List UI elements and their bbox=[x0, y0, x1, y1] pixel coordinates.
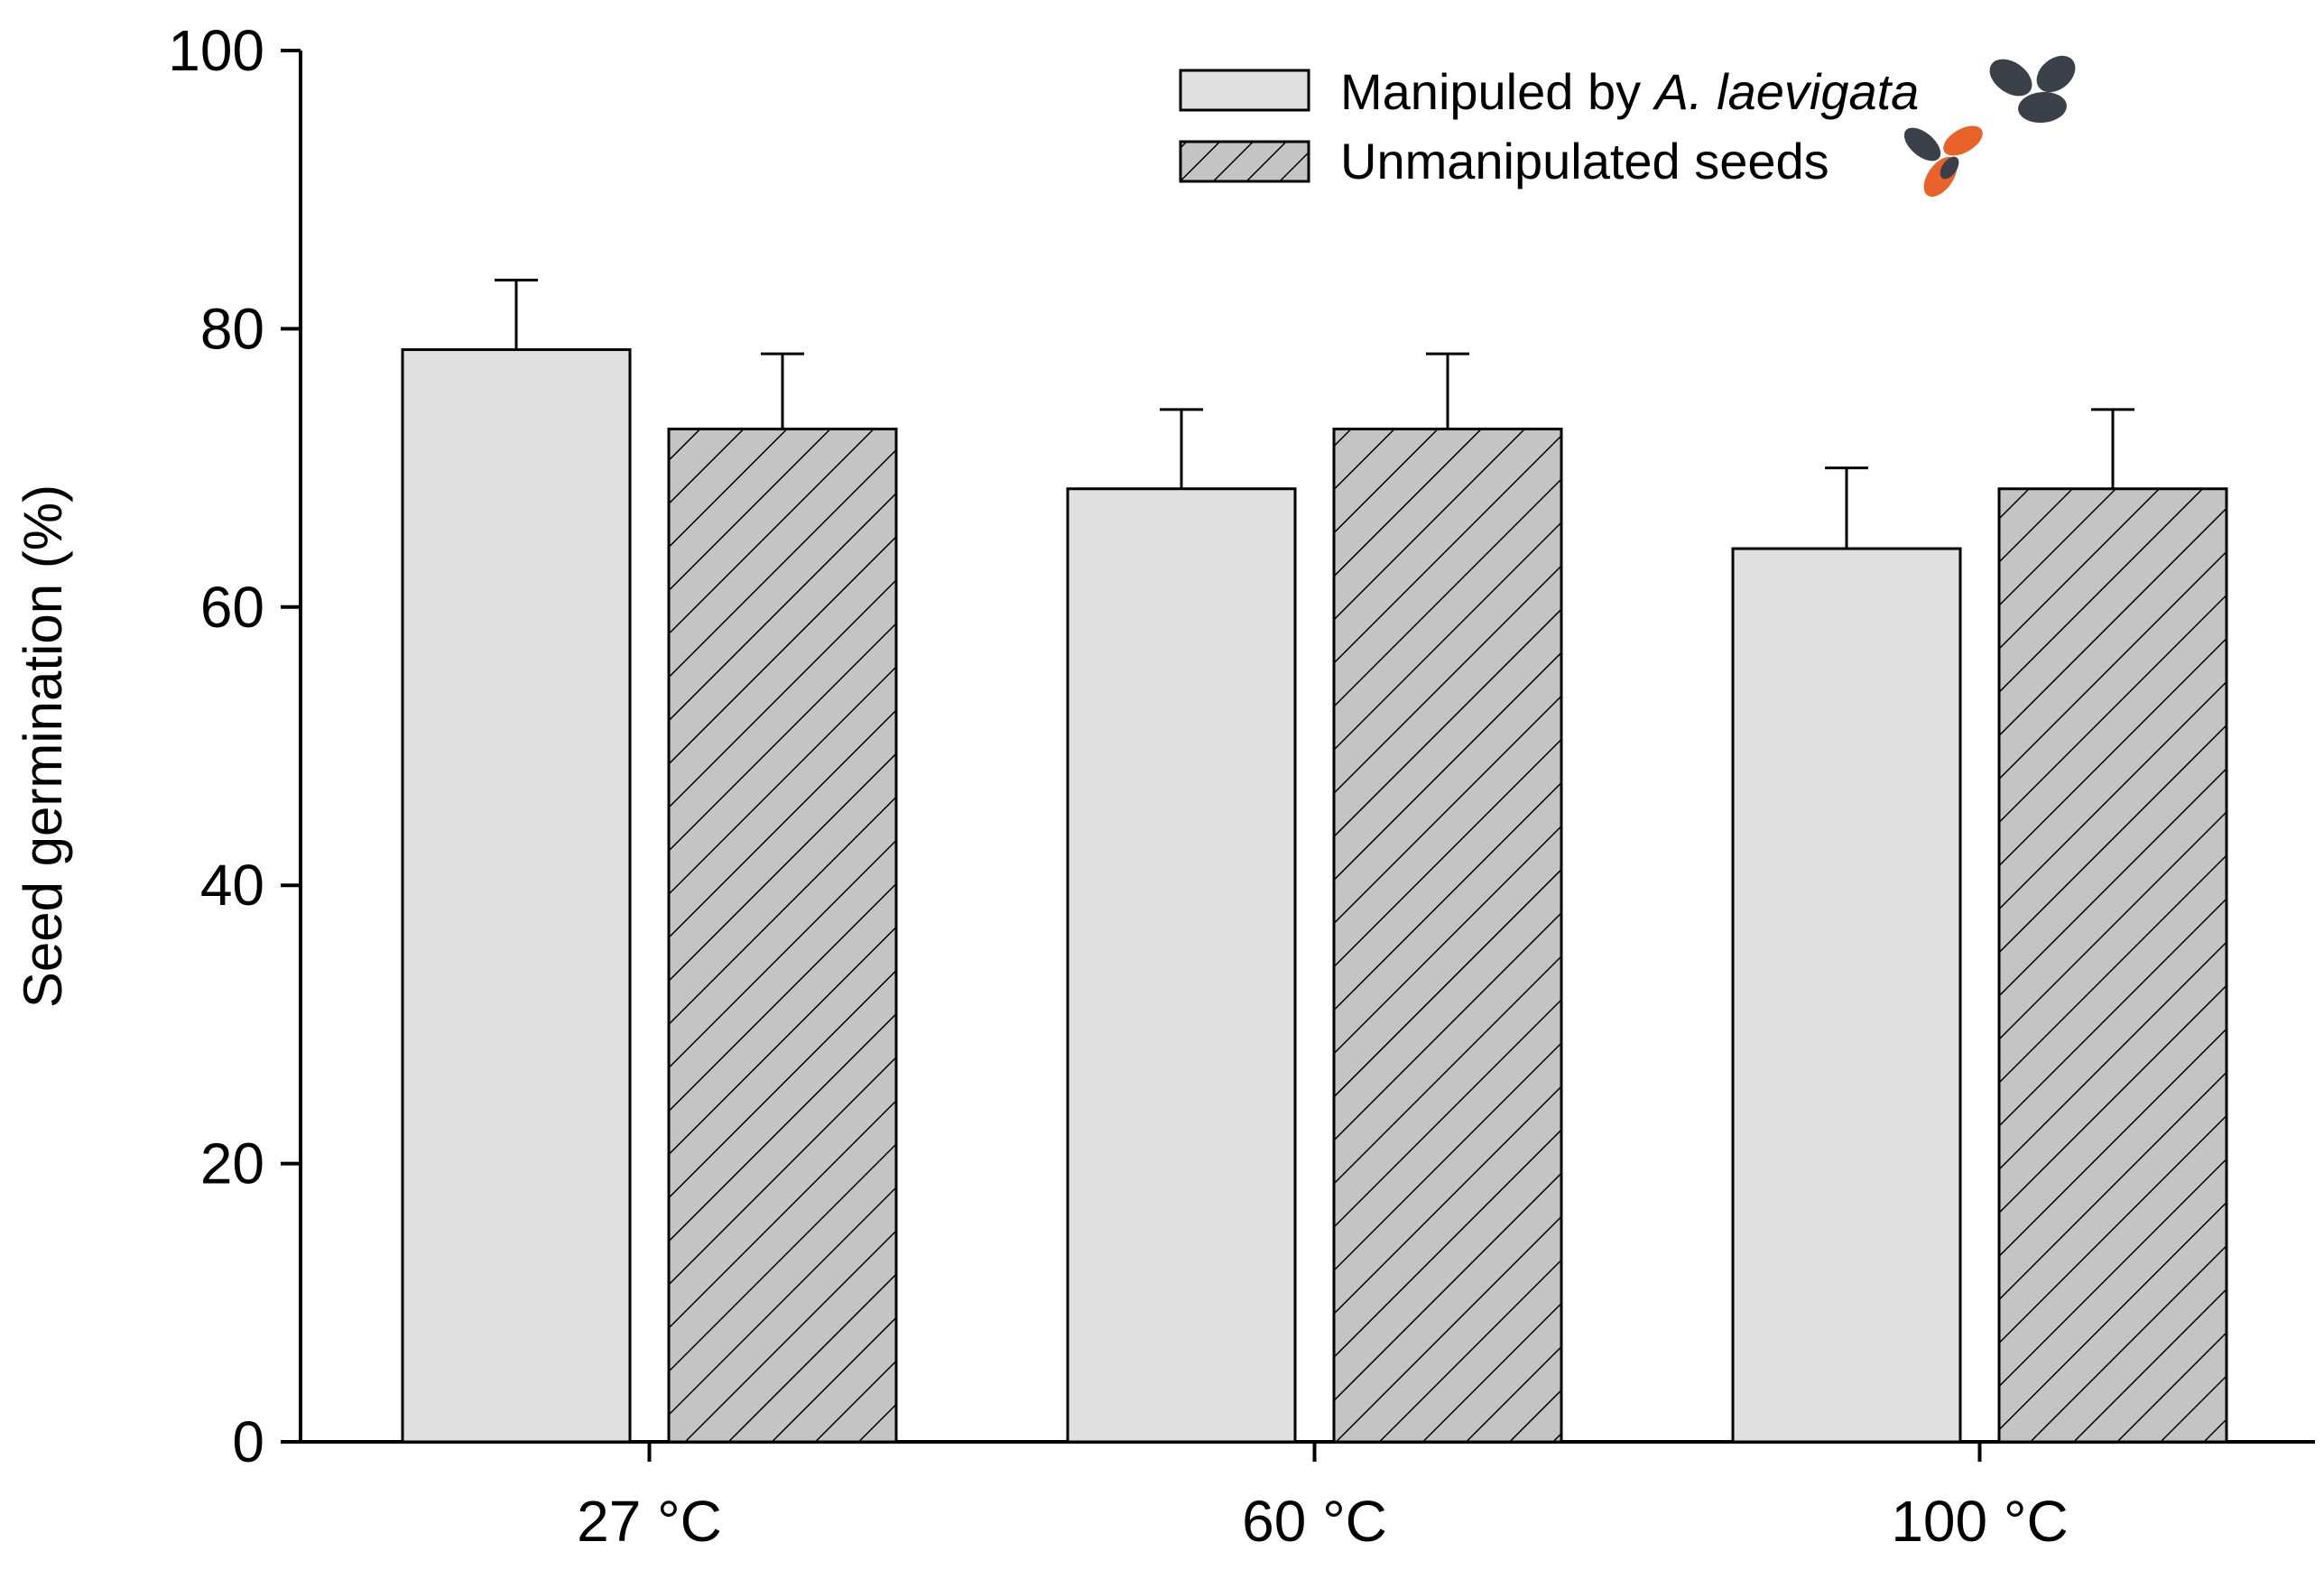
x-tick-label: 100 °C bbox=[1891, 1489, 2068, 1554]
y-tick-label: 100 bbox=[168, 18, 264, 83]
bar bbox=[1731, 547, 1962, 1444]
orange-seeds-icon bbox=[1903, 125, 1983, 197]
y-tick-label: 40 bbox=[200, 853, 264, 918]
bar bbox=[1332, 427, 1563, 1444]
y-tick-label: 20 bbox=[200, 1131, 264, 1196]
bar bbox=[401, 348, 632, 1444]
bar bbox=[1066, 487, 1297, 1444]
bar bbox=[667, 427, 898, 1444]
legend-label-manipulated: Manipuled by A. laevigata bbox=[1340, 63, 1919, 120]
x-ticks: 27 °C 60 °C 100 °C bbox=[577, 1442, 2069, 1554]
legend-swatch-manipulated bbox=[1179, 69, 1310, 112]
y-axis-label: Seed germination (%) bbox=[13, 485, 73, 1008]
legend-label-unmanipulated: Unmanipulated seeds bbox=[1340, 133, 1829, 189]
legend: Manipuled by A. laevigata Unmanipulated … bbox=[1179, 55, 2076, 197]
x-tick-label: 27 °C bbox=[577, 1489, 722, 1554]
y-tick-label: 60 bbox=[200, 575, 264, 640]
legend-swatch-unmanipulated bbox=[1179, 140, 1310, 183]
bar bbox=[1997, 487, 2228, 1444]
x-tick-label: 60 °C bbox=[1242, 1489, 1387, 1554]
y-tick-label: 0 bbox=[232, 1409, 264, 1474]
dark-seeds-icon bbox=[1989, 55, 2076, 124]
bars bbox=[401, 278, 2228, 1444]
y-ticks: 0 20 40 60 80 100 bbox=[168, 18, 301, 1474]
y-tick-label: 80 bbox=[200, 296, 264, 361]
